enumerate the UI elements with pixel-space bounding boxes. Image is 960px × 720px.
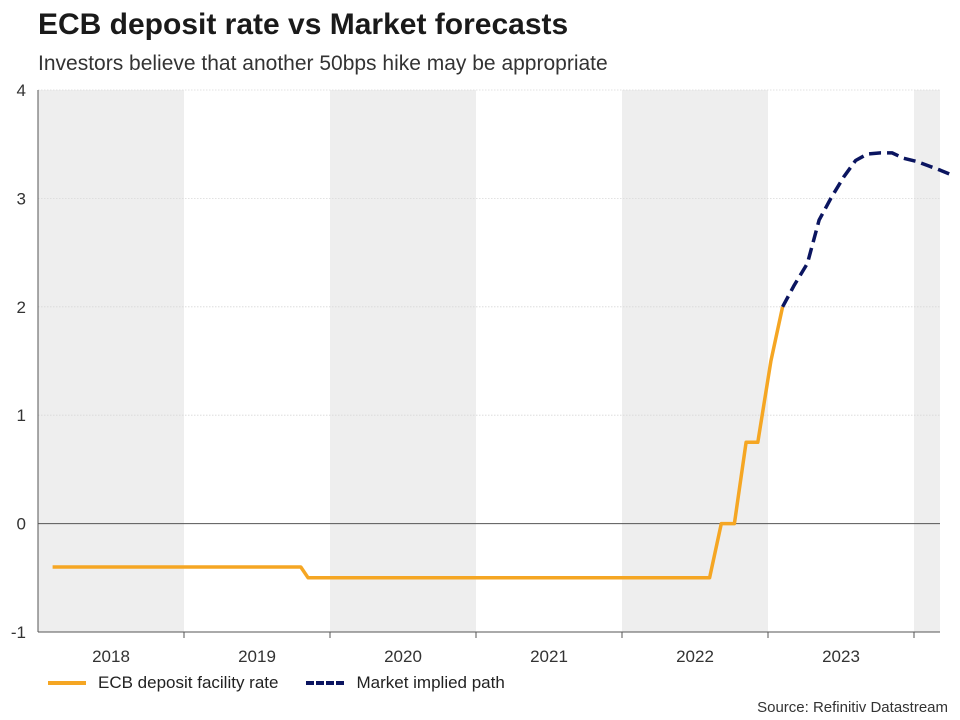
y-tick-label: 1 bbox=[17, 406, 26, 425]
year-band-2020 bbox=[330, 90, 476, 632]
y-tick-label: 0 bbox=[17, 515, 26, 534]
tick-labels: -1 0 1 2 3 4 2018 2019 2020 2021 2022 2023 bbox=[11, 81, 860, 666]
x-tick-label: 2020 bbox=[384, 647, 422, 666]
year-band-2022 bbox=[622, 90, 768, 632]
x-tick-label: 2018 bbox=[92, 647, 130, 666]
y-tick-label: 3 bbox=[17, 189, 26, 208]
x-tick-label: 2022 bbox=[676, 647, 714, 666]
series-line-ecb-rate bbox=[52, 306, 785, 580]
y-tick-label: -1 bbox=[11, 623, 26, 642]
series-lines bbox=[52, 151, 955, 580]
chart-subtitle: Investors believe that another 50bps hik… bbox=[38, 52, 608, 75]
y-tick-label: 4 bbox=[17, 81, 26, 100]
year-bands bbox=[38, 90, 940, 632]
chart-title: ECB deposit rate vs Market forecasts bbox=[38, 8, 569, 41]
year-band-2024 bbox=[914, 90, 940, 632]
legend-label-ecb: ECB deposit facility rate bbox=[98, 673, 279, 692]
series-line-market-path bbox=[781, 151, 955, 308]
year-band-2018 bbox=[38, 90, 184, 632]
axes bbox=[37, 90, 940, 638]
y-tick-label: 2 bbox=[17, 298, 26, 317]
legend-item-ecb: ECB deposit facility rate bbox=[48, 673, 278, 693]
legend-label-market: Market implied path bbox=[356, 673, 505, 692]
legend: ECB deposit facility rate Market implied… bbox=[48, 673, 533, 693]
legend-swatch-market bbox=[306, 681, 345, 685]
x-tick-label: 2021 bbox=[530, 647, 568, 666]
legend-swatch-ecb bbox=[48, 681, 86, 685]
legend-item-market: Market implied path bbox=[306, 673, 505, 693]
x-tick-label: 2023 bbox=[822, 647, 860, 666]
x-tick-label: 2019 bbox=[238, 647, 276, 666]
source-note: Source: Refinitiv Datastream bbox=[757, 699, 948, 716]
